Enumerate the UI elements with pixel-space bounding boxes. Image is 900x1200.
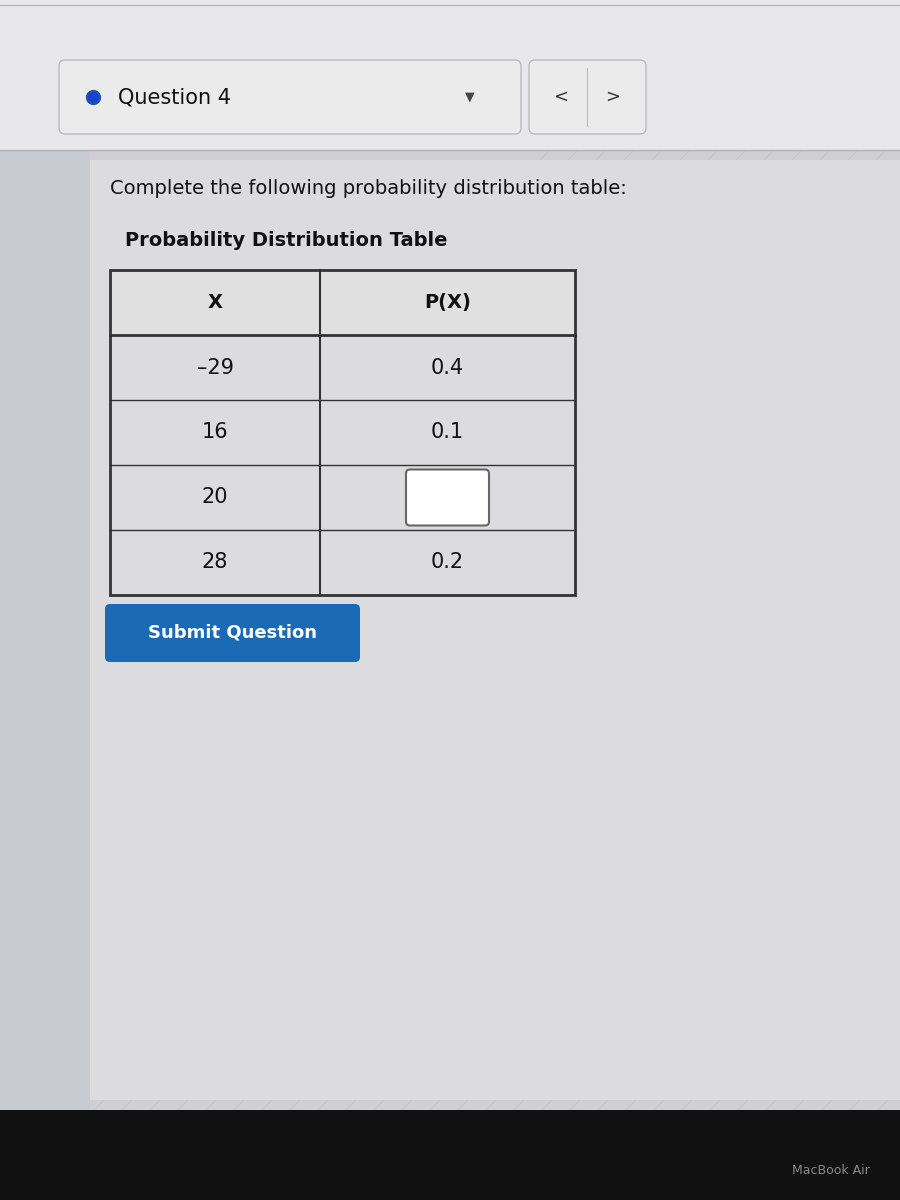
Bar [110,270,575,335]
Bar [110,530,575,595]
Text: >: > [606,88,620,106]
FancyBboxPatch shape [529,60,646,134]
Text: MacBook Air: MacBook Air [792,1164,870,1176]
Text: 28: 28 [202,552,229,572]
Text: P(X): P(X) [424,293,471,312]
Bar [0,0,900,150]
Text: 0.1: 0.1 [431,422,464,443]
Text: <: < [554,88,569,106]
Bar [0,1110,900,1200]
Text: X: X [208,293,222,312]
FancyBboxPatch shape [406,469,489,526]
FancyBboxPatch shape [105,604,360,662]
Text: Question 4: Question 4 [118,86,231,107]
Bar [110,464,575,530]
FancyBboxPatch shape [59,60,521,134]
Text: Complete the following probability distribution table:: Complete the following probability distr… [110,179,626,198]
Text: 0.2: 0.2 [431,552,464,572]
Text: –29: –29 [196,358,233,378]
Bar [110,270,575,595]
Bar [110,400,575,464]
Text: Probability Distribution Table: Probability Distribution Table [125,230,447,250]
Text: 16: 16 [202,422,229,443]
Bar [90,160,900,1100]
Bar [110,335,575,400]
Text: 0.4: 0.4 [431,358,464,378]
Text: 20: 20 [202,487,229,508]
Text: ▼: ▼ [465,90,475,103]
Text: Submit Question: Submit Question [148,624,317,642]
Bar [0,150,90,1200]
